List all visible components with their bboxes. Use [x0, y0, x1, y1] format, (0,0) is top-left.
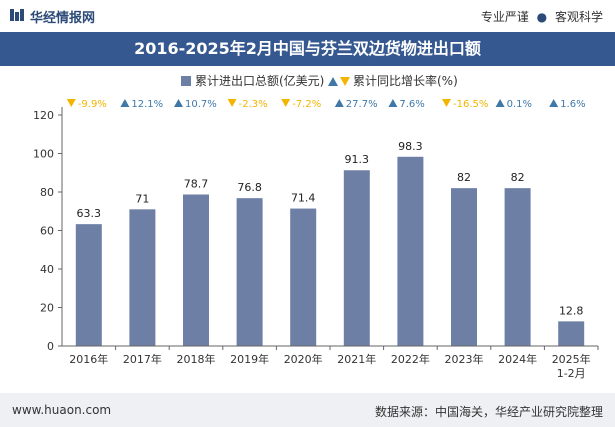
growth-down-triangle-icon [227, 99, 237, 107]
bar-value-label: 71 [135, 192, 149, 205]
bar [236, 198, 263, 346]
growth-down-triangle-icon [442, 99, 451, 107]
growth-label: 12.1% [131, 99, 163, 110]
legend: 累计进出口总额(亿美元) 累计同比增长率(%) [181, 73, 458, 88]
bar [75, 224, 102, 346]
bar [183, 194, 209, 346]
x-tick-label: 2022年 [391, 352, 430, 366]
growth-down-triangle-icon [66, 99, 76, 107]
y-axis: 0 20 40 60 80 100 120 [33, 107, 63, 353]
growth-row: -9.9% 12.1% 10.7% -2.3% -7.2% 27.7% 7.6% -16.5%… [66, 99, 586, 110]
growth-label: 27.7% [346, 99, 378, 110]
bar-value-label: 91.3 [345, 153, 370, 166]
growth-down-triangle-icon [281, 99, 291, 107]
chart-title: 2016-2025年2月中国与芬兰双边货物进出口额 [0, 32, 615, 66]
y-tick-label: 20 [40, 302, 54, 315]
bar-value-label: 71.4 [291, 192, 316, 205]
growth-label: -2.3% [239, 99, 268, 110]
top-bar: 华经情报网 专业严谨 ● 客观科学 [0, 0, 615, 32]
x-tick-label: 1-2月 [557, 367, 586, 380]
brand-name: 华经情报网 [30, 11, 96, 26]
slogan-left: 专业严谨 [480, 10, 529, 24]
bars: 63.3 71 78.7 76.8 71.4 91.3 98.3 82 82 12.8 [75, 140, 585, 346]
legend-growth-label: 累计同比增长率(%) [353, 73, 458, 88]
chart: 累计进出口总额(亿美元) 累计同比增长率(%) -9.9% 12.1% 10.7% -… [33, 73, 599, 380]
legend-up-triangle-icon [328, 77, 338, 86]
growth-up-triangle-icon [495, 99, 505, 107]
bar-value-label: 82 [457, 171, 471, 184]
data-source: 数据来源：中国海关，华经产业研究院整理 [374, 405, 603, 419]
slogan-separator: ● [536, 10, 548, 24]
slogan-right: 客观科学 [554, 10, 603, 24]
growth-up-triangle-icon [388, 99, 398, 107]
x-tick-label: 2020年 [284, 352, 323, 366]
site-url: www.huaon.com [12, 403, 112, 417]
y-tick-label: 100 [33, 148, 54, 161]
x-tick-label: 2023年 [445, 352, 484, 366]
x-tick-label: 2017年 [123, 352, 162, 366]
growth-label: -7.2% [292, 99, 321, 110]
bar-value-label: 12.8 [559, 304, 584, 317]
y-tick-label: 60 [40, 225, 54, 238]
bar [290, 208, 317, 346]
growth-up-triangle-icon [549, 99, 559, 107]
bar-value-label: 63.3 [77, 207, 102, 220]
growth-up-triangle-icon [120, 99, 130, 107]
legend-down-triangle-icon [340, 77, 350, 86]
x-tick-label: 2019年 [230, 352, 269, 366]
bar-value-label: 78.7 [184, 178, 209, 191]
bar [343, 170, 370, 346]
growth-label: 0.1% [507, 99, 532, 110]
legend-bar-label: 累计进出口总额(亿美元) [195, 73, 324, 88]
x-tick-label: 2024年 [498, 352, 537, 366]
bar [558, 321, 585, 346]
y-tick-label: 40 [40, 263, 54, 276]
bar-value-label: 76.8 [237, 181, 262, 194]
huajing-logo-icon [10, 9, 24, 21]
y-tick-label: 80 [40, 186, 54, 199]
growth-label: 10.7% [185, 99, 217, 110]
footer: www.huaon.com 数据来源：中国海关，华经产业研究院整理 [0, 393, 615, 427]
legend-bar-swatch [181, 76, 191, 86]
growth-label: -16.5% [453, 99, 488, 110]
bar [397, 156, 424, 346]
growth-label: 1.6% [560, 99, 585, 110]
bar [504, 188, 531, 346]
bar [451, 188, 477, 346]
x-tick-label: 2016年 [69, 352, 108, 366]
x-tick-label: 2021年 [337, 352, 376, 366]
bar-value-label: 98.3 [398, 140, 423, 153]
slogan: 专业严谨 ● 客观科学 [481, 8, 603, 25]
x-tick-label: 2025年 [552, 352, 591, 366]
growth-label: 7.6% [399, 99, 424, 110]
y-tick-label: 120 [33, 109, 54, 122]
bar [129, 209, 156, 346]
x-axis: 2016年 2017年 2018年 2019年 2020年 2021年 2022年 2023年… [62, 345, 599, 380]
y-tick-label: 0 [47, 340, 54, 353]
bar-value-label: 82 [511, 171, 525, 184]
growth-up-triangle-icon [334, 99, 344, 107]
growth-up-triangle-icon [174, 99, 183, 107]
growth-label: -9.9% [78, 99, 107, 110]
x-tick-label: 2018年 [177, 352, 216, 366]
